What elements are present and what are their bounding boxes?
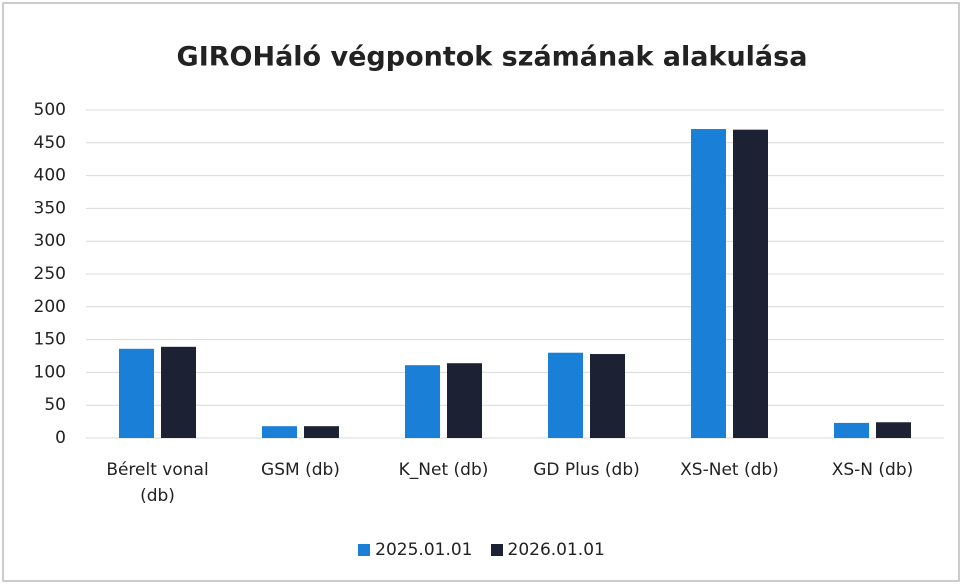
y-tick-label: 50 <box>44 395 66 415</box>
bar <box>876 422 911 438</box>
y-tick-label: 400 <box>34 166 66 186</box>
bar <box>304 426 339 438</box>
y-tick-label: 300 <box>34 231 66 251</box>
x-tick-label: GD Plus (db) <box>533 460 640 480</box>
bar <box>590 354 625 438</box>
bar <box>447 363 482 438</box>
x-tick-label: XS-Net (db) <box>680 460 779 480</box>
bar <box>691 129 726 439</box>
legend-item: 2025.01.01 <box>358 540 473 560</box>
bar <box>119 348 154 438</box>
legend-item: 2026.01.01 <box>490 540 605 560</box>
chart-title: GIROHáló végpontok számának alakulása <box>177 42 808 73</box>
bar <box>161 346 196 438</box>
bar <box>405 365 440 438</box>
legend-swatch <box>358 544 371 556</box>
y-tick-label: 150 <box>34 330 66 350</box>
y-tick-label: 200 <box>34 297 66 317</box>
legend-label: 2026.01.01 <box>507 540 605 560</box>
y-tick-label: 350 <box>34 198 66 218</box>
bar <box>548 352 583 438</box>
bar <box>262 426 297 438</box>
y-tick-label: 500 <box>34 100 66 120</box>
legend: 2025.01.01 2026.01.01 <box>0 540 963 560</box>
bar <box>733 129 768 438</box>
y-tick-label: 0 <box>55 428 66 448</box>
x-tick-label: Bérelt vonal (db) <box>106 460 209 506</box>
x-tick-label: GSM (db) <box>261 460 340 480</box>
bar <box>834 422 869 438</box>
x-tick-label: XS-N (db) <box>831 460 914 480</box>
y-tick-label: 450 <box>34 133 66 153</box>
y-tick-label: 250 <box>34 264 66 284</box>
x-tick-label: K_Net (db) <box>398 460 489 480</box>
legend-swatch <box>490 544 503 556</box>
y-tick-label: 100 <box>34 362 66 382</box>
legend-label: 2025.01.01 <box>375 540 473 560</box>
